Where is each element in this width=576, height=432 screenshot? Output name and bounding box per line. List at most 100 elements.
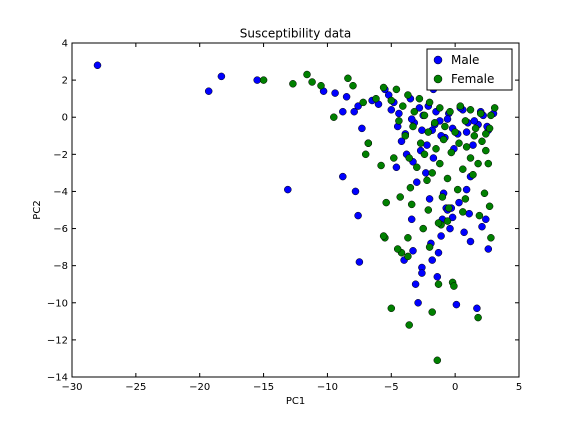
data-point-female xyxy=(459,208,467,216)
data-point-female xyxy=(459,165,467,173)
y-axis-label: PC2 xyxy=(32,200,43,219)
data-point-male xyxy=(392,163,401,172)
data-point-female xyxy=(372,94,380,103)
data-point-female xyxy=(451,128,459,136)
data-point-male xyxy=(339,172,347,181)
data-point-male xyxy=(411,280,420,288)
data-point-female xyxy=(409,122,417,131)
data-point-female xyxy=(405,154,413,162)
legend-label-female: Female xyxy=(451,72,494,86)
y-tick-label: 4 xyxy=(62,39,68,50)
data-point-female xyxy=(393,245,402,253)
data-point-female xyxy=(395,117,403,125)
data-point-male xyxy=(462,128,471,136)
data-point-female xyxy=(482,146,490,155)
data-point-female xyxy=(415,94,424,103)
data-point-female xyxy=(424,206,433,214)
data-point-female xyxy=(462,143,471,151)
data-point-male xyxy=(423,141,431,149)
data-point-male xyxy=(482,215,490,224)
data-point-female xyxy=(430,119,439,127)
data-point-female xyxy=(485,124,494,133)
data-point-female xyxy=(455,139,463,147)
data-point-male xyxy=(418,269,426,277)
data-point-female xyxy=(406,183,415,192)
data-point-male xyxy=(478,222,486,231)
y-tick-label: 0 xyxy=(62,113,68,124)
data-point-female xyxy=(443,217,452,225)
data-point-male xyxy=(387,106,396,114)
data-point-female xyxy=(432,145,440,153)
data-point-female xyxy=(404,252,412,261)
data-point-female xyxy=(487,234,495,242)
data-point-male xyxy=(455,198,463,207)
data-points xyxy=(93,61,499,365)
data-point-female xyxy=(434,219,443,227)
data-point-female xyxy=(471,124,480,133)
data-point-male xyxy=(470,117,479,125)
data-point-female xyxy=(447,148,456,157)
data-point-female xyxy=(364,139,373,147)
data-point-male xyxy=(407,215,416,224)
data-point-female xyxy=(487,111,495,120)
data-point-female xyxy=(453,185,462,194)
data-point-male xyxy=(465,209,473,218)
data-point-female xyxy=(420,150,429,159)
data-point-female xyxy=(475,211,484,220)
data-point-female xyxy=(387,304,396,313)
data-point-female xyxy=(470,132,479,140)
data-point-female xyxy=(433,356,442,365)
data-point-female xyxy=(436,159,444,168)
data-point-female xyxy=(445,204,453,212)
data-point-male xyxy=(414,299,422,307)
data-point-female xyxy=(469,170,477,179)
data-point-male xyxy=(448,213,457,222)
data-point-female xyxy=(428,308,436,316)
data-point-female xyxy=(420,111,429,120)
data-point-female xyxy=(474,159,482,168)
data-point-male xyxy=(422,169,430,177)
data-point-male xyxy=(460,228,468,237)
data-point-male xyxy=(409,247,417,255)
data-point-female xyxy=(377,161,385,170)
plot-frame xyxy=(71,42,520,378)
x-tick-label: −25 xyxy=(125,382,146,393)
data-point-female xyxy=(396,193,404,201)
data-point-female xyxy=(423,176,431,185)
data-point-female xyxy=(428,169,436,177)
data-point-female xyxy=(450,282,458,290)
y-tick-label: −14 xyxy=(47,373,68,384)
data-point-female xyxy=(434,280,443,288)
x-tick-label: −10 xyxy=(317,382,338,393)
y-tick-label: 2 xyxy=(62,76,68,87)
legend-marker-male xyxy=(433,55,443,65)
data-point-female xyxy=(359,98,367,107)
y-tick-label: −10 xyxy=(47,298,68,309)
data-point-female xyxy=(466,106,475,114)
data-point-female xyxy=(379,232,388,240)
data-point-male xyxy=(339,107,347,116)
y-tick-label: −8 xyxy=(53,261,68,272)
data-point-female xyxy=(443,174,452,183)
data-point-female xyxy=(482,130,490,138)
data-point-female xyxy=(308,78,316,86)
data-point-female xyxy=(330,113,338,121)
data-point-male xyxy=(437,232,445,240)
data-point-female xyxy=(317,81,325,90)
legend-box xyxy=(426,48,513,91)
data-point-female xyxy=(480,189,489,198)
data-point-male xyxy=(413,178,421,186)
data-point-female xyxy=(344,74,352,83)
data-point-male xyxy=(466,237,475,246)
data-point-male xyxy=(351,187,360,196)
data-point-female xyxy=(438,193,447,201)
data-point-male xyxy=(434,248,443,257)
data-point-male xyxy=(355,258,364,266)
data-point-female xyxy=(485,202,494,211)
data-point-female xyxy=(425,243,434,251)
data-point-female xyxy=(474,313,482,322)
x-tick-label: −5 xyxy=(384,382,399,393)
data-point-female xyxy=(379,83,388,92)
data-point-male xyxy=(469,141,477,149)
